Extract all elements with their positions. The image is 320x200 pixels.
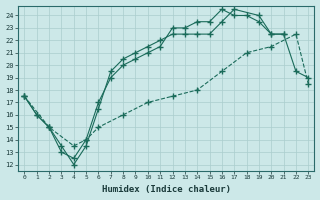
- X-axis label: Humidex (Indice chaleur): Humidex (Indice chaleur): [102, 185, 231, 194]
